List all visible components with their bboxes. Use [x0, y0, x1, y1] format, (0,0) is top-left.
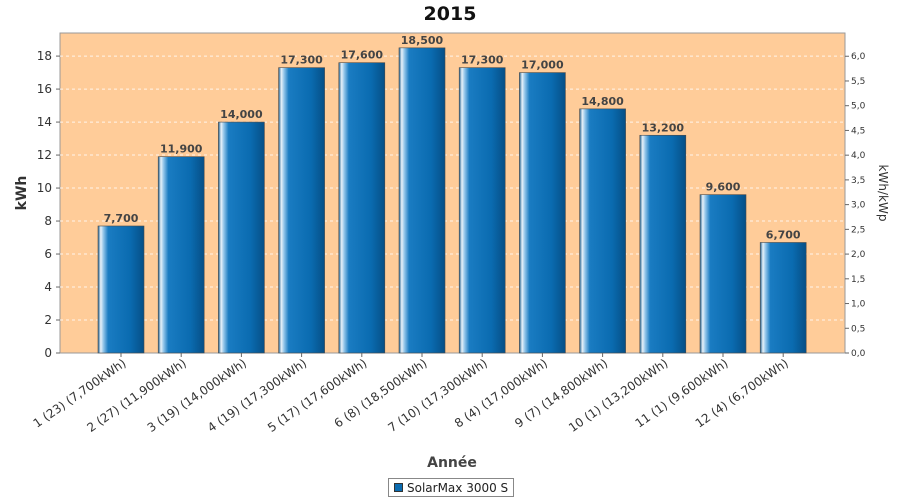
y2-tick-label: 1,0 [851, 300, 866, 310]
legend-label: SolarMax 3000 S [407, 480, 509, 495]
y-tick-label: 4 [44, 280, 52, 294]
y2-tick-label: 1,5 [851, 275, 865, 285]
bars: 7,700 11,900 14,000 17,300 17,600 18,500 17,30… [97, 34, 807, 354]
y2-tick-label: 5,0 [851, 102, 866, 112]
y2-axis-label: kWh/kWp [876, 165, 890, 222]
bar [338, 62, 386, 354]
x-tick-label: 2 (27) (11,900kWh) [84, 356, 188, 435]
y-tick-label: 18 [37, 49, 52, 63]
y-tick-label: 0 [44, 346, 52, 360]
bar-value-label: 17,300 [461, 54, 504, 67]
bar [699, 194, 747, 354]
y2-tick-label: 2,0 [851, 250, 866, 260]
bar-value-label: 18,500 [401, 34, 444, 47]
y2-tick-label: 4,0 [851, 151, 866, 161]
y2-tick-label: 0,0 [851, 349, 866, 359]
y-tick-label: 8 [44, 214, 52, 228]
y-tick-label: 14 [37, 115, 52, 129]
x-tick-label: 7 (10) (17,300kWh) [385, 356, 489, 435]
x-tick-label: 4 (19) (17,300kWh) [205, 356, 309, 435]
y2-tick-label: 2,5 [851, 225, 865, 235]
legend-swatch [394, 483, 403, 492]
y-axis-left: 0 2 4 6 8 10 12 14 16 18 [37, 49, 60, 360]
bar-value-label: 17,600 [341, 49, 384, 62]
bar-value-label: 17,300 [280, 54, 323, 67]
chart-title: 2015 [424, 3, 477, 25]
x-tick-label: 3 (19) (14,000kWh) [145, 356, 249, 435]
bar-value-label: 9,600 [706, 181, 741, 194]
x-axis-label: Année [427, 455, 477, 471]
x-tick-label: 5 (17) (17,600kWh) [265, 356, 369, 435]
y2-tick-label: 5,5 [851, 77, 865, 87]
y-axis-label: kWh [14, 176, 30, 211]
bar-value-label: 7,700 [104, 212, 139, 225]
bar-value-label: 17,000 [521, 59, 564, 72]
x-tick-label: 10 (1) (13,200kWh) [566, 356, 670, 435]
legend: SolarMax 3000 S [388, 478, 515, 497]
y-tick-label: 10 [37, 181, 52, 195]
bar-value-label: 13,200 [642, 121, 685, 134]
y-tick-label: 16 [37, 82, 52, 96]
bar [218, 121, 265, 354]
bar [579, 108, 626, 354]
y2-tick-label: 0,5 [851, 324, 865, 334]
bar [97, 225, 145, 354]
y-tick-label: 12 [37, 148, 52, 162]
y2-tick-label: 3,5 [851, 176, 865, 186]
bar-value-label: 11,900 [160, 143, 203, 156]
y-tick-label: 2 [44, 313, 52, 327]
bar [639, 134, 687, 354]
bar [278, 67, 325, 354]
y-tick-label: 6 [44, 247, 52, 261]
bar [398, 47, 446, 354]
bar-value-label: 14,000 [220, 108, 263, 121]
x-axis-ticks: 1 (23) (7,700kWh)2 (27) (11,900kWh)3 (19… [31, 353, 791, 435]
bar [458, 67, 506, 354]
bar-value-label: 6,700 [766, 228, 801, 241]
bar-value-label: 14,800 [581, 95, 624, 108]
y-axis-right: 0,0 0,5 1,0 1,5 2,0 2,5 3,0 3,5 4,0 4,5 5,0 5,5 6,0 [845, 52, 866, 359]
bar [157, 156, 205, 354]
bar [519, 72, 566, 354]
y2-tick-label: 6,0 [851, 52, 866, 62]
y2-tick-label: 3,0 [851, 201, 866, 211]
bar [759, 242, 807, 354]
y2-tick-label: 4,5 [851, 126, 865, 136]
